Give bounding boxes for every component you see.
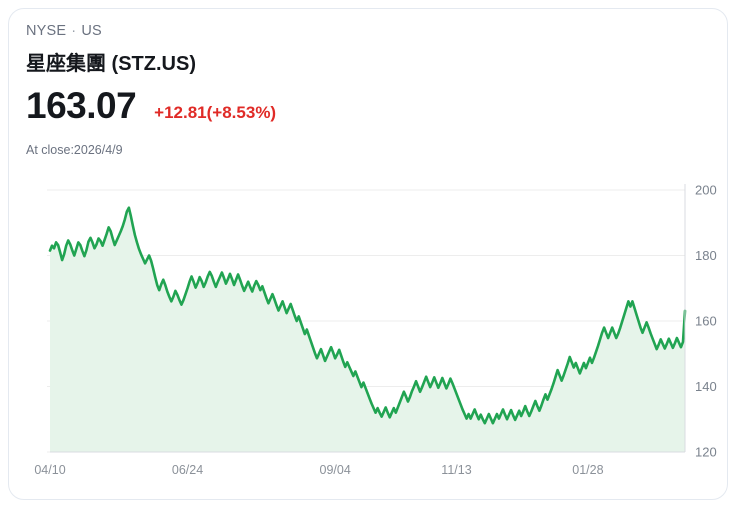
price-row: 163.07 +12.81(+8.53%) <box>26 87 276 124</box>
region-name: US <box>81 23 102 39</box>
x-axis-tick-label: 11/13 <box>441 463 471 477</box>
price-chart-svg[interactable]: 200 180 160 140 120 04/10 06/24 09/04 11/13 01/2… <box>9 167 728 497</box>
y-axis-labels: 200 180 160 140 120 <box>695 183 717 460</box>
x-axis-labels: 04/10 06/24 09/04 11/13 01/28 <box>34 463 603 477</box>
exchange-name: NYSE <box>26 23 67 39</box>
x-axis-tick-label: 06/24 <box>172 463 203 477</box>
y-axis-tick-label: 160 <box>695 314 717 329</box>
separator-dot: · <box>71 23 77 39</box>
price-line <box>48 206 687 425</box>
stock-quote-card: NYSE · US 星座集團 (STZ.US) 163.07 +12.81(+8.5… <box>8 8 728 500</box>
at-close-timestamp: At close:2026/4/9 <box>26 143 123 157</box>
price-area-fill <box>50 207 685 452</box>
y-axis-tick-label: 140 <box>695 379 717 394</box>
x-axis-tick-label: 01/28 <box>572 463 603 477</box>
x-axis-tick-label: 09/04 <box>320 463 351 477</box>
page-title: 星座集團 (STZ.US) <box>26 53 196 75</box>
price-change: +12.81(+8.53%) <box>154 103 277 122</box>
price-chart[interactable]: 200 180 160 140 120 04/10 06/24 09/04 11/13 01/2… <box>9 167 728 497</box>
y-axis-tick-label: 180 <box>695 248 717 263</box>
x-axis-tick-label: 04/10 <box>34 463 65 477</box>
y-axis-tick-label: 120 <box>695 445 717 460</box>
y-axis-tick-label: 200 <box>695 183 717 198</box>
exchange-region-line: NYSE · US <box>26 23 102 39</box>
current-price: 163.07 <box>26 85 137 126</box>
